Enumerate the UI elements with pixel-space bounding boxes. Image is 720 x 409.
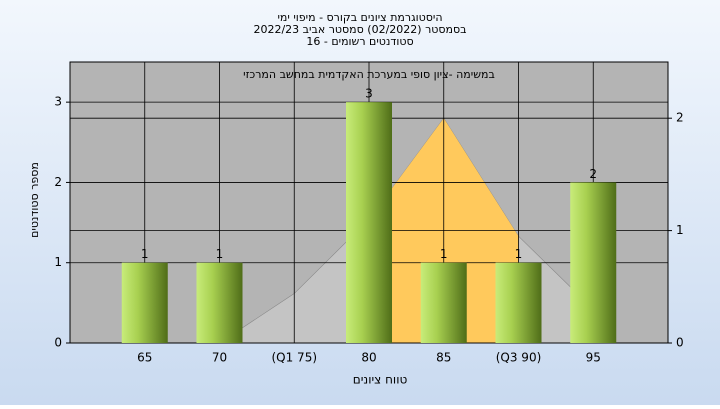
- bar: [570, 182, 617, 343]
- chart-subtitle: סטודנטים רשומים - 16: [306, 35, 413, 48]
- bar: [420, 262, 467, 343]
- y2-tick-label: 2: [676, 111, 684, 125]
- y2-tick-label: 1: [676, 223, 684, 237]
- y-tick-label: 3: [54, 95, 62, 109]
- y-tick-label: 2: [54, 175, 62, 189]
- y-tick-label: 1: [54, 255, 62, 269]
- data-label: 1: [216, 247, 224, 261]
- bar: [346, 102, 392, 344]
- data-label: 3: [365, 87, 373, 101]
- data-label: 1: [515, 247, 523, 261]
- y2-tick-label: 0: [676, 336, 684, 350]
- x-tick-label: (Q1 75): [271, 351, 317, 365]
- data-label: 1: [440, 247, 448, 261]
- x-tick-label: 70: [212, 351, 227, 365]
- x-tick-label: (Q3 90): [496, 351, 542, 365]
- y-axis-label: מספר סטודנטים: [28, 162, 41, 238]
- x-axis-label: טווח ציונים: [353, 373, 408, 387]
- bar: [495, 262, 542, 343]
- data-label: 1: [141, 247, 149, 261]
- chart-subtitle: בסמסטר (02/2022) סמסטר אביב 2022/23: [253, 23, 466, 36]
- x-tick-label: 95: [586, 351, 601, 365]
- bar: [196, 262, 243, 343]
- chart-title: היסטוגרמת ציונים בקורס - מיפוי ימי: [277, 11, 442, 24]
- y-tick-label: 0: [54, 336, 62, 350]
- x-tick-label: 80: [361, 351, 376, 365]
- bar: [121, 262, 168, 343]
- x-tick-label: 65: [137, 351, 152, 365]
- x-tick-label: 85: [436, 351, 451, 365]
- annotation: במשימה -ציון סופי במערכת האקדמית במחשב ה…: [243, 68, 495, 81]
- data-label: 2: [589, 167, 597, 181]
